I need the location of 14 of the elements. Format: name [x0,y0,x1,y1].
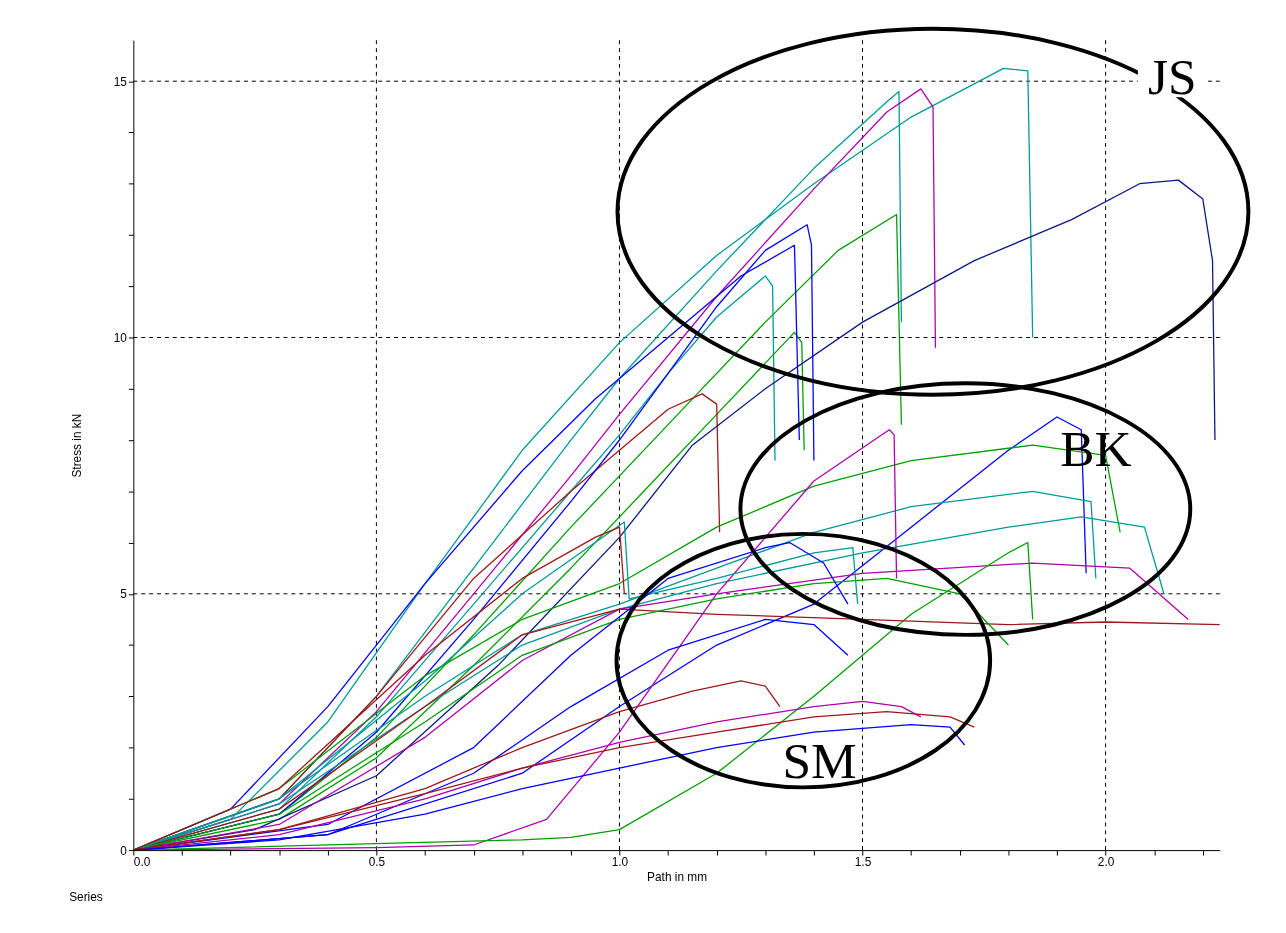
x-tick-label: 0.5 [368,855,386,870]
x-tick-label: 1.5 [854,855,872,870]
y-tick-label: 10 [113,330,128,345]
x-tick-label: 0.0 [133,855,151,870]
annotation: JS [1147,48,1197,106]
y-tick-label: 0 [120,843,128,858]
y-tick-label: 5 [120,587,128,602]
y-axis-title: Stress in kN [70,413,85,478]
text: Series [69,890,103,905]
annotation: SM [782,732,857,790]
x-axis-title: Path in mm [647,870,708,885]
y-tick-label: 15 [113,74,128,89]
x-tick-label: 1.0 [611,855,629,870]
x-tick-label: 2.0 [1097,855,1115,870]
